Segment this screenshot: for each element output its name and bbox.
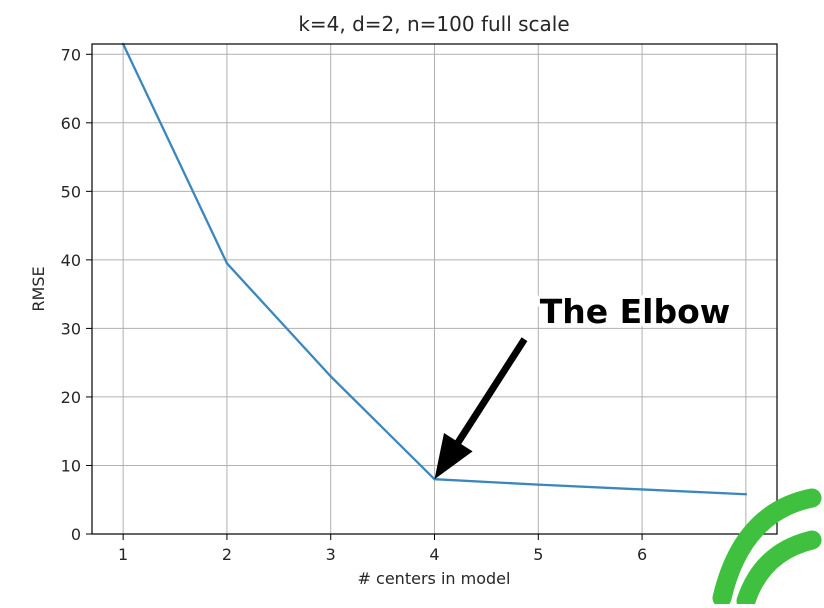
elbow-arrow bbox=[434, 337, 528, 480]
rmse-data-point bbox=[537, 483, 540, 486]
x-tick-label: 5 bbox=[533, 545, 543, 564]
grid-lines bbox=[92, 44, 777, 535]
y-tick-label: 0 bbox=[71, 525, 81, 544]
chart-title: k=4, d=2, n=100 full scale bbox=[298, 12, 569, 36]
elbow-annotation-label: The Elbow bbox=[540, 292, 731, 331]
x-tick-label: 1 bbox=[118, 545, 128, 564]
x-tick-label: 3 bbox=[326, 545, 336, 564]
rmse-data-point bbox=[329, 375, 332, 378]
x-tick-label: 6 bbox=[637, 545, 647, 564]
y-tick-label: 20 bbox=[61, 388, 81, 407]
rmse-data-point bbox=[744, 493, 748, 496]
y-tick-label: 10 bbox=[61, 456, 81, 475]
y-tick-label: 70 bbox=[61, 45, 81, 64]
annotation-layer: The Elbow bbox=[434, 289, 733, 480]
rmse-data-point bbox=[225, 262, 229, 265]
x-tick-label: 4 bbox=[429, 545, 439, 564]
signal-watermark-icon bbox=[712, 488, 822, 608]
watermark-arc-outer bbox=[712, 488, 822, 608]
y-tick-label: 60 bbox=[61, 114, 81, 133]
y-tick-label: 50 bbox=[61, 182, 81, 201]
x-tick-label: 2 bbox=[222, 545, 232, 564]
y-tick-label: 40 bbox=[61, 251, 81, 270]
x-axis-label: # centers in model bbox=[358, 569, 511, 588]
y-axis-label: RMSE bbox=[29, 266, 48, 311]
plot-frame bbox=[91, 43, 778, 535]
rmse-data-point bbox=[640, 488, 644, 491]
watermark-arc-inner bbox=[736, 530, 822, 608]
y-tick-label: 30 bbox=[61, 319, 81, 338]
